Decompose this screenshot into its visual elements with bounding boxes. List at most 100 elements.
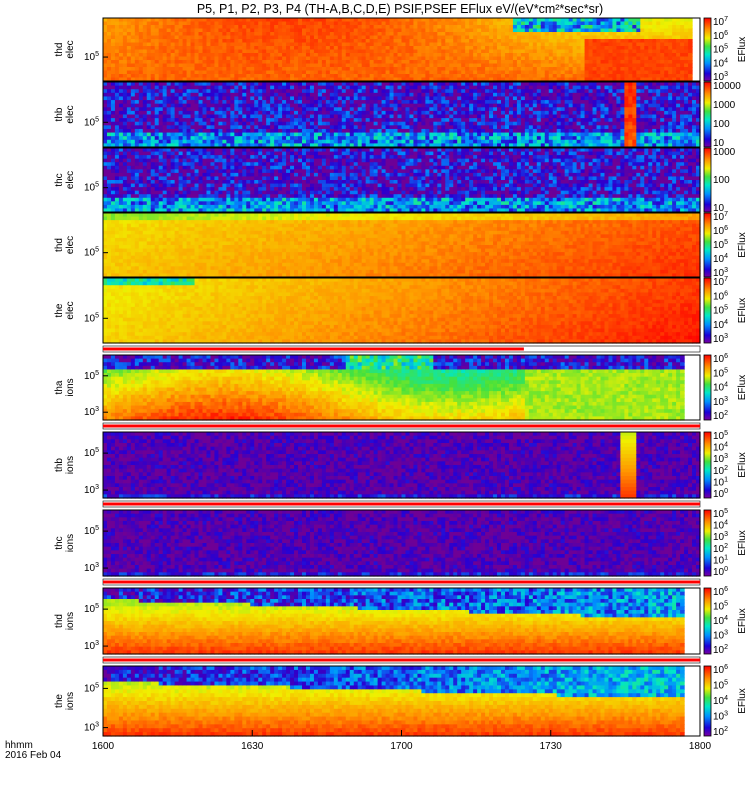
- colorbar-tick-label: 101: [713, 554, 728, 566]
- panel-label-line2: ions: [65, 378, 76, 396]
- panel-label-line1: thd: [54, 238, 65, 252]
- colorbar-tick-label: 106: [713, 290, 728, 302]
- colorbar-tick-label: 103: [713, 630, 728, 642]
- colorbar: [704, 82, 711, 147]
- colorbar-tick-label: 105: [713, 430, 728, 442]
- spectrogram-cells: [103, 18, 693, 82]
- colorbar-tick-label: 103: [713, 531, 728, 543]
- panel-label-line2: ions: [65, 692, 76, 710]
- colorbar-label: EFlux: [737, 232, 748, 258]
- colorbar-tick-label: 107: [713, 16, 728, 28]
- colorbar-tick-label: 102: [713, 726, 728, 738]
- panel-label-line1: thc: [54, 536, 65, 549]
- y-tick-label: 105: [84, 525, 99, 537]
- x-tick-label: 1630: [241, 741, 264, 752]
- colorbar: [704, 588, 711, 654]
- colorbar-tick-label: 100: [713, 175, 730, 186]
- panel-label-line1: thc: [54, 173, 65, 186]
- y-tick-label: 105: [84, 312, 99, 324]
- flag-bar: [103, 659, 700, 662]
- flag-bar: [103, 425, 700, 428]
- panel-label-line1: the: [54, 694, 65, 708]
- colorbar-tick-label: 102: [713, 543, 728, 555]
- flag-bar: [103, 581, 700, 584]
- panel-label-line1: tha: [54, 380, 65, 394]
- colorbar-tick-label: 104: [713, 520, 728, 532]
- colorbar-tick-label: 104: [713, 695, 728, 707]
- colorbar: [704, 666, 711, 736]
- spectrogram-cells: [103, 355, 685, 421]
- colorbar-label: EFlux: [737, 688, 748, 714]
- colorbar-label: EFlux: [737, 375, 748, 401]
- colorbar: [704, 213, 711, 277]
- colorbar-tick-label: 103: [713, 396, 728, 408]
- spectrogram-cells: [103, 666, 685, 737]
- y-tick-label: 103: [84, 562, 99, 574]
- colorbar-tick-label: 106: [713, 30, 728, 42]
- panel-label-line2: elec: [65, 301, 76, 319]
- panel-label-line1: the: [54, 303, 65, 317]
- figure-title: P5, P1, P2, P3, P4 (TH-A,B,C,D,E) PSIF,P…: [197, 2, 603, 16]
- colorbar-label: EFlux: [737, 37, 748, 63]
- colorbar-tick-label: 101: [713, 476, 728, 488]
- colorbar-tick-label: 105: [713, 305, 728, 317]
- spectrogram-cells: [103, 588, 685, 655]
- panel-label-line2: elec: [65, 236, 76, 254]
- colorbar: [704, 148, 711, 212]
- panel-label-line2: ions: [65, 612, 76, 630]
- panel-label-line1: thb: [54, 458, 65, 472]
- y-tick-label: 103: [84, 406, 99, 418]
- flag-bar: [103, 503, 700, 506]
- flag-bar: [103, 348, 524, 351]
- colorbar-tick-label: 106: [713, 225, 728, 237]
- colorbar-tick-label: 100: [713, 488, 728, 500]
- colorbar-tick-label: 105: [713, 508, 728, 520]
- colorbar-tick-label: 10000: [713, 81, 741, 92]
- x-tick-label: 1800: [689, 741, 712, 752]
- x-tick-label: 1730: [540, 741, 563, 752]
- colorbar-tick-label: 104: [713, 442, 728, 454]
- panel-label-line2: elec: [65, 40, 76, 58]
- colorbar-tick-label: 104: [713, 253, 728, 265]
- colorbar-tick-label: 104: [713, 382, 728, 394]
- colorbar-tick-label: 106: [713, 586, 728, 598]
- spectrogram-cells: [103, 278, 701, 344]
- y-tick-label: 105: [84, 116, 99, 128]
- colorbar-tick-label: 107: [713, 211, 728, 223]
- colorbar-tick-label: 105: [713, 601, 728, 613]
- colorbar-tick-label: 103: [713, 711, 728, 723]
- colorbar-tick-label: 104: [713, 319, 728, 331]
- panel-label-line2: elec: [65, 105, 76, 123]
- panel-label-line2: ions: [65, 456, 76, 474]
- colorbar-tick-label: 1000: [713, 100, 736, 111]
- colorbar-tick-label: 104: [713, 615, 728, 627]
- y-tick-label: 103: [84, 722, 99, 734]
- y-tick-label: 103: [84, 640, 99, 652]
- spectrogram-cells: [103, 213, 701, 278]
- colorbar-tick-label: 1000: [713, 147, 736, 158]
- colorbar-tick-label: 100: [713, 119, 730, 130]
- colorbar-label: EFlux: [737, 608, 748, 634]
- colorbar-tick-label: 107: [713, 276, 728, 288]
- colorbar-tick-label: 103: [713, 453, 728, 465]
- y-tick-label: 105: [84, 447, 99, 459]
- y-tick-label: 105: [84, 182, 99, 194]
- colorbar: [704, 355, 711, 420]
- colorbar-tick-label: 102: [713, 410, 728, 422]
- y-tick-label: 105: [84, 247, 99, 259]
- colorbar-tick-label: 102: [713, 465, 728, 477]
- colorbar: [704, 510, 711, 576]
- colorbar: [704, 18, 711, 81]
- colorbar-tick-label: 103: [713, 333, 728, 345]
- panel-label-line2: elec: [65, 171, 76, 189]
- y-tick-label: 105: [84, 370, 99, 382]
- panel-label-line1: thd: [54, 43, 65, 57]
